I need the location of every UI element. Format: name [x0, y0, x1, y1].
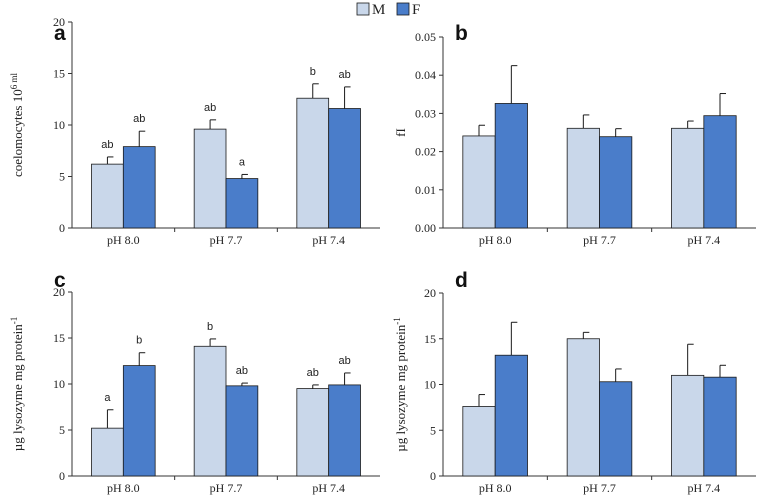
y-tick-label: 15 — [53, 331, 65, 345]
y-tick-label: 0.03 — [415, 106, 436, 120]
bar-f-3 — [703, 115, 737, 229]
bar-m-2 — [566, 127, 600, 229]
y-tick-label: 10 — [53, 118, 65, 132]
y-tick-label: 0.04 — [415, 68, 436, 82]
x-category-label: pH 7.4 — [687, 481, 720, 495]
x-category-label: pH 7.4 — [312, 481, 345, 495]
x-category-label: pH 7.4 — [312, 233, 345, 247]
legend-swatch-m — [356, 2, 370, 16]
x-category-label: pH 7.7 — [583, 481, 616, 495]
y-tick-label: 0.00 — [415, 221, 436, 235]
bar-f-1 — [494, 103, 528, 229]
significance-label: ab — [204, 102, 216, 114]
legend-label-m: M — [372, 2, 385, 18]
y-tick-label: 15 — [424, 332, 436, 346]
significance-label: ab — [133, 113, 145, 125]
legend-label-f: F — [412, 2, 420, 18]
panel-d: 0 5 10 15 20 µg lysozyme mg protein-1 d pH 8.0 p… — [392, 269, 756, 495]
x-category-label: pH 8.0 — [107, 233, 140, 247]
bar-f-2 — [599, 136, 633, 229]
bar-m-3 — [671, 374, 705, 477]
bar-m-2 — [193, 128, 227, 229]
significance-label: ab — [236, 365, 248, 377]
x-category-label: pH 8.0 — [107, 481, 140, 495]
bar-m-1 — [462, 135, 496, 229]
bar-f-1 — [494, 354, 528, 477]
y-tick-label: 0.05 — [415, 30, 436, 44]
significance-label: ab — [307, 367, 319, 379]
panel-letter: b — [455, 22, 468, 45]
bar-f-2 — [599, 381, 633, 477]
panel-c: 0 5 10 15 20 µg lysozyme mg protein-1 c pH 8.0 a… — [9, 269, 380, 495]
x-category-label: pH 7.7 — [210, 481, 243, 495]
significance-label: a — [104, 392, 111, 404]
x-category-label: pH 8.0 — [479, 233, 512, 247]
legend-swatch-f — [396, 2, 410, 16]
bar-m-3 — [296, 388, 330, 477]
panel-letter: c — [54, 269, 66, 292]
y-tick-label: 0 — [59, 221, 65, 235]
x-category-label: pH 8.0 — [479, 481, 512, 495]
y-axis-title: µg lysozyme mg protein-1 — [9, 317, 25, 452]
bar-m-1 — [462, 406, 496, 477]
panel-letter: d — [455, 269, 468, 292]
bar-m-3 — [296, 97, 330, 229]
bar-f-1 — [122, 365, 156, 477]
y-tick-label: 20 — [53, 15, 65, 29]
y-tick-label: 0 — [59, 469, 65, 483]
bar-m-2 — [193, 345, 227, 477]
significance-label: ab — [338, 355, 350, 367]
y-tick-label: 20 — [424, 286, 436, 300]
bar-m-2 — [566, 338, 600, 477]
significance-label: b — [310, 66, 316, 78]
y-tick-label: 0.01 — [415, 183, 436, 197]
bar-f-2 — [225, 178, 259, 229]
bar-m-3 — [671, 127, 705, 229]
significance-label: b — [136, 335, 142, 347]
panel-b: 0.00 0.01 0.02 0.03 0.04 0.05 fI b pH 8.0 pH 7.7 p… — [393, 22, 756, 247]
y-tick-label: 10 — [424, 378, 436, 392]
y-axis-title: µg lysozyme mg protein-1 — [392, 317, 408, 452]
x-category-label: pH 7.4 — [687, 233, 720, 247]
y-tick-label: 0 — [430, 469, 436, 483]
panel-letter: a — [54, 22, 66, 45]
significance-label: ab — [338, 69, 350, 81]
bar-m-1 — [91, 163, 124, 229]
significance-label: b — [207, 321, 213, 333]
bar-f-2 — [225, 385, 259, 477]
bar-m-1 — [91, 427, 124, 477]
y-tick-label: 5 — [430, 423, 436, 437]
y-tick-label: 20 — [53, 285, 65, 299]
bar-f-3 — [703, 376, 737, 477]
significance-label: a — [239, 156, 246, 168]
y-axis-title: coelomocytes 106 ml — [9, 73, 25, 177]
y-tick-label: 5 — [59, 423, 65, 437]
significance-label: ab — [101, 139, 113, 151]
bar-f-3 — [328, 108, 361, 229]
bar-f-1 — [122, 146, 156, 229]
x-category-label: pH 7.7 — [210, 233, 243, 247]
y-axis-title: fI — [393, 128, 408, 137]
x-category-label: pH 7.7 — [583, 233, 616, 247]
y-tick-label: 15 — [53, 67, 65, 81]
y-tick-label: 10 — [53, 377, 65, 391]
y-tick-label: 5 — [59, 170, 65, 184]
bar-f-3 — [328, 384, 361, 477]
y-tick-label: 0.02 — [415, 145, 436, 159]
